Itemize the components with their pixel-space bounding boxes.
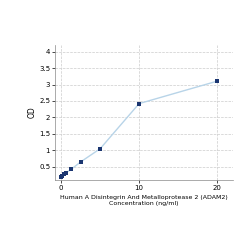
- Point: [64, 171, 68, 175]
- Point: [59, 175, 63, 179]
- Y-axis label: OD: OD: [27, 106, 36, 118]
- Point: [215, 79, 219, 83]
- X-axis label: Human A Disintegrin And Metalloprotease 2 (ADAM2)
Concentration (ng/ml): Human A Disintegrin And Metalloprotease …: [60, 195, 228, 206]
- Point: [137, 102, 141, 105]
- Point: [79, 160, 83, 164]
- Point: [98, 147, 102, 151]
- Point: [60, 174, 64, 178]
- Point: [62, 172, 66, 176]
- Point: [69, 168, 73, 172]
